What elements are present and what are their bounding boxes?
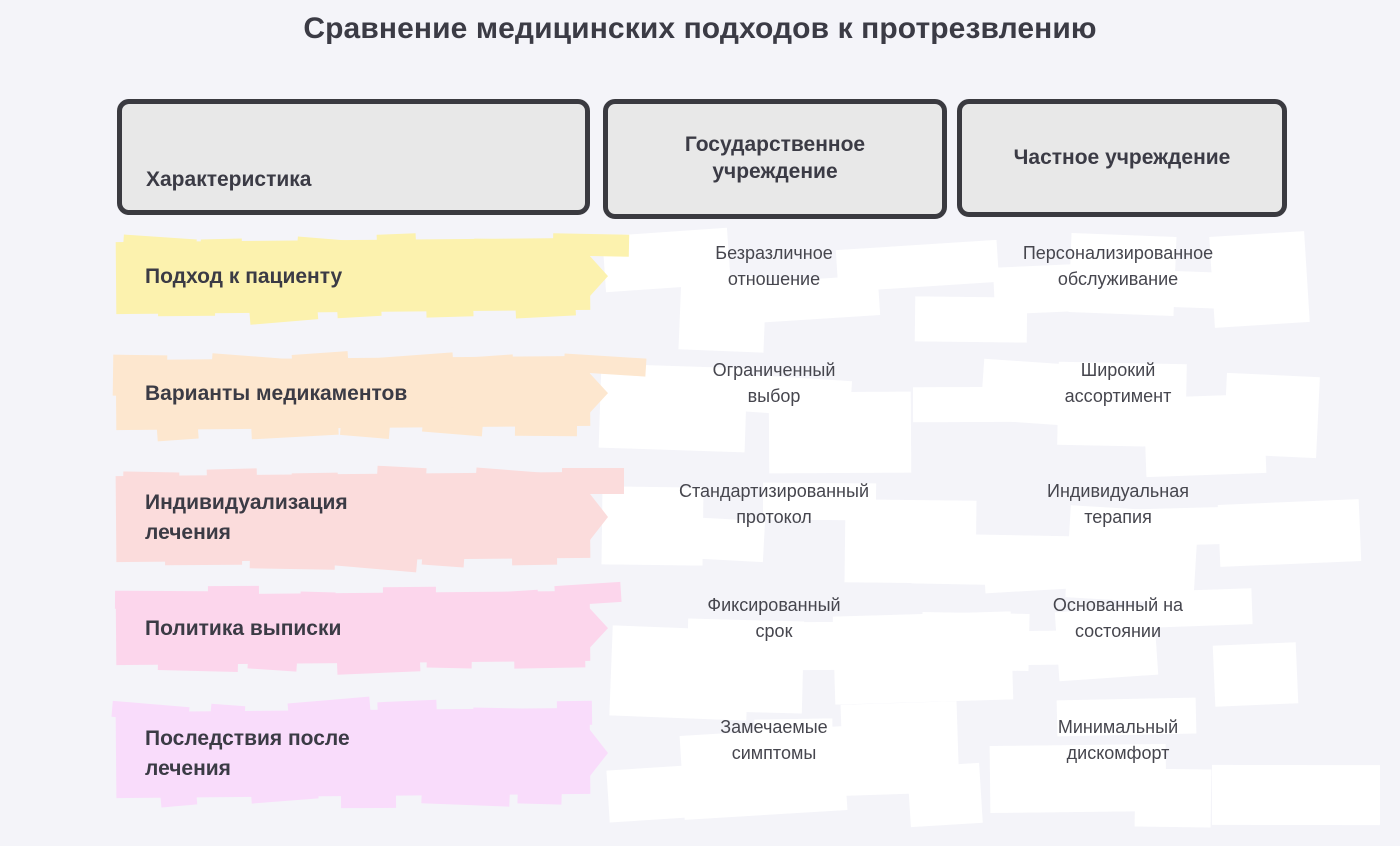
feature-highlight: Подход к пациенту (112, 232, 630, 326)
feature-label: Подход к пациенту (145, 265, 343, 289)
page-title: Сравнение медицинских подходов к протрез… (303, 12, 1097, 45)
feature-label: Политика выписки (145, 617, 342, 641)
table-row: Индивидуализация лечения Стандартизирован… (0, 462, 1400, 605)
cell-private: Персонализированное обслуживание (1022, 243, 1214, 290)
table-row: Варианты медикаментов Ограниченный выбор Ш… (0, 345, 1400, 477)
feature-highlight: Индивидуализация лечения (112, 465, 625, 573)
cell-private: Минимальный дискомфорт (1057, 717, 1179, 764)
column-header-government-label: Государственное учреждение (684, 133, 866, 183)
cell-government: Безразличное отношение (715, 243, 833, 290)
column-header-government: Государственное учреждение (603, 99, 947, 219)
column-header-feature-label: Характеристика (146, 168, 312, 192)
feature-label: Варианты медикаментов (145, 382, 408, 406)
column-header-feature: Характеристика (117, 99, 590, 215)
feature-label: Последствия после лечения (145, 727, 350, 780)
cell-private: Индивидуальная терапия (1047, 481, 1189, 528)
cell-government: Стандартизированный протокол (679, 481, 869, 528)
column-header-private: Частное учреждение (957, 99, 1287, 217)
cell-private: Широкий ассортимент (1064, 360, 1172, 407)
feature-highlight: Последствия после лечения (111, 696, 608, 808)
table-row: Политика выписки Фиксированный срок Основа… (0, 580, 1400, 721)
cell-government: Ограниченный выбор (712, 360, 836, 407)
table-row: Последствия после лечения Замечаемые симп… (0, 696, 1400, 828)
feature-label: Индивидуализация лечения (145, 491, 348, 544)
feature-highlight: Варианты медикаментов (112, 350, 646, 441)
column-header-private-label: Частное учреждение (1013, 145, 1231, 169)
cell-government: Фиксированный срок (707, 595, 841, 642)
cell-government: Замечаемые симптомы (720, 717, 828, 764)
feature-highlight: Политика выписки (112, 581, 622, 675)
cell-private: Основанный на состоянии (1052, 595, 1184, 642)
table-row: Подход к пациенту Безразличное отношение П… (0, 227, 1400, 353)
